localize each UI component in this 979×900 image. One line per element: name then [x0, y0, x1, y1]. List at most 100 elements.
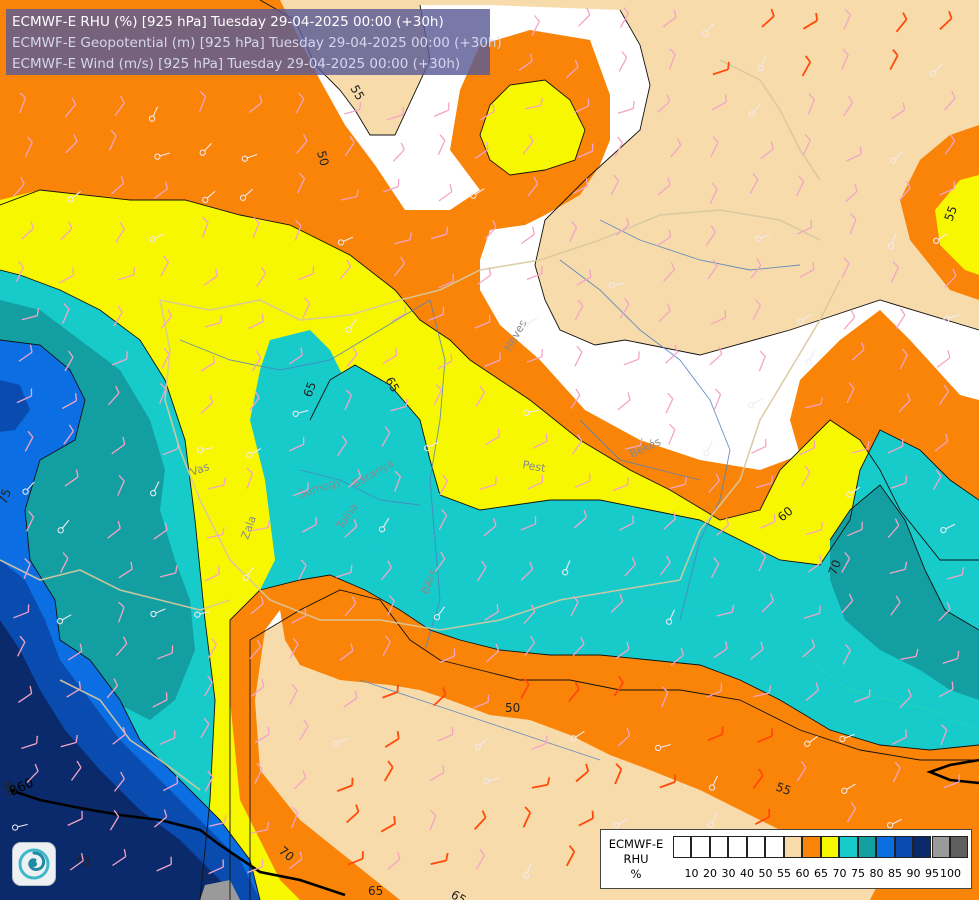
- wind-barb: [17, 685, 33, 703]
- wind-barb: [888, 438, 904, 454]
- wind-barb: [21, 221, 35, 240]
- wind-barb: [841, 48, 849, 70]
- wind-barb: [109, 129, 117, 151]
- wind-barb: [757, 55, 767, 72]
- wind-barb: [67, 190, 81, 203]
- wind-barb: [63, 424, 74, 445]
- wind-barb: [160, 255, 169, 277]
- legend-title: ECMWF-E RHU %: [603, 837, 669, 882]
- wind-barb: [61, 303, 70, 325]
- wind-barb: [669, 476, 688, 490]
- wind-barb: [112, 848, 127, 867]
- wind-barb: [753, 685, 772, 698]
- wind-barb: [526, 349, 544, 363]
- wind-barb: [202, 190, 216, 204]
- wind-barb: [69, 853, 84, 871]
- wind-barb: [900, 648, 919, 661]
- wind-barb: [886, 818, 902, 829]
- wind-barb: [288, 436, 305, 452]
- wind-barb: [302, 297, 311, 319]
- country-borders: [0, 59, 841, 791]
- wind-barb: [433, 102, 450, 117]
- wind-barb: [706, 683, 723, 698]
- wind-barb: [344, 596, 357, 617]
- wind-barb: [114, 95, 125, 117]
- wind-barb: [247, 859, 264, 874]
- wind-barb: [654, 744, 671, 752]
- wind-barb: [64, 469, 79, 487]
- wind-barb: [946, 567, 964, 580]
- wind-barb: [162, 441, 179, 456]
- wind-barb: [337, 236, 354, 246]
- wind-barb: [154, 152, 171, 160]
- wind-barb: [665, 344, 679, 364]
- legend-tick-label: 80: [869, 867, 884, 880]
- wind-barb: [531, 15, 540, 36]
- wind-barb: [619, 297, 630, 319]
- wind-barb: [299, 719, 309, 741]
- wind-barb: [570, 595, 579, 617]
- wind-barb: [289, 684, 298, 705]
- wind-barb: [13, 604, 30, 619]
- wind-barb: [344, 135, 355, 157]
- ogimet-swirl-icon[interactable]: [12, 842, 56, 886]
- wind-barb: [60, 221, 73, 241]
- wind-barb: [805, 350, 815, 366]
- wind-barb: [574, 299, 584, 321]
- wind-barb: [111, 175, 125, 195]
- wind-barb: [619, 7, 629, 28]
- contour-label: 70: [826, 558, 844, 577]
- wind-barb: [570, 388, 581, 409]
- wind-barb: [574, 345, 583, 367]
- wind-barb: [944, 268, 957, 288]
- legend-variable: RHU: [623, 852, 649, 866]
- wind-barb: [332, 737, 348, 747]
- wind-barb: [208, 859, 224, 875]
- wind-barb: [118, 561, 133, 579]
- wind-barb: [895, 12, 908, 33]
- legend-color-box: [746, 836, 766, 858]
- wind-barb: [439, 474, 449, 496]
- wind-barb: [610, 174, 620, 196]
- wind-barb: [617, 100, 635, 114]
- wind-barb: [344, 519, 358, 538]
- wind-barb: [335, 564, 353, 578]
- wind-barb: [565, 59, 579, 79]
- wind-barb: [702, 23, 715, 37]
- wind-barb: [932, 469, 942, 491]
- wind-barb: [24, 430, 34, 452]
- wind-barb: [296, 134, 308, 154]
- legend-color-box: [913, 836, 932, 858]
- wind-barb: [344, 389, 353, 411]
- wind-barb: [433, 606, 446, 621]
- wind-barb: [429, 764, 445, 782]
- wind-barb: [527, 176, 539, 197]
- wind-barb: [617, 727, 631, 747]
- wind-barb: [576, 269, 592, 286]
- wind-barb: [201, 216, 209, 238]
- wind-barb: [434, 551, 446, 572]
- wind-barb: [156, 856, 172, 872]
- contour-label: 55: [942, 204, 960, 223]
- wind-barb: [663, 262, 676, 282]
- wind-barb: [841, 257, 850, 279]
- rhu-band-75-east: [830, 485, 979, 700]
- wind-barb: [841, 593, 854, 614]
- wind-barb: [939, 181, 955, 196]
- wind-barb: [523, 604, 536, 624]
- wind-barb: [707, 259, 718, 280]
- wind-barb: [750, 641, 764, 660]
- wind-barb: [475, 386, 486, 407]
- wind-barb: [940, 523, 956, 534]
- wind-barb: [843, 95, 854, 117]
- wind-barb: [157, 645, 174, 660]
- wind-barb: [899, 688, 912, 709]
- wind-barb: [758, 350, 766, 372]
- wind-barb: [890, 595, 901, 616]
- wind-barb: [525, 97, 543, 110]
- wind-barb: [899, 348, 908, 370]
- wind-barb: [713, 388, 722, 410]
- wind-barb: [614, 136, 623, 158]
